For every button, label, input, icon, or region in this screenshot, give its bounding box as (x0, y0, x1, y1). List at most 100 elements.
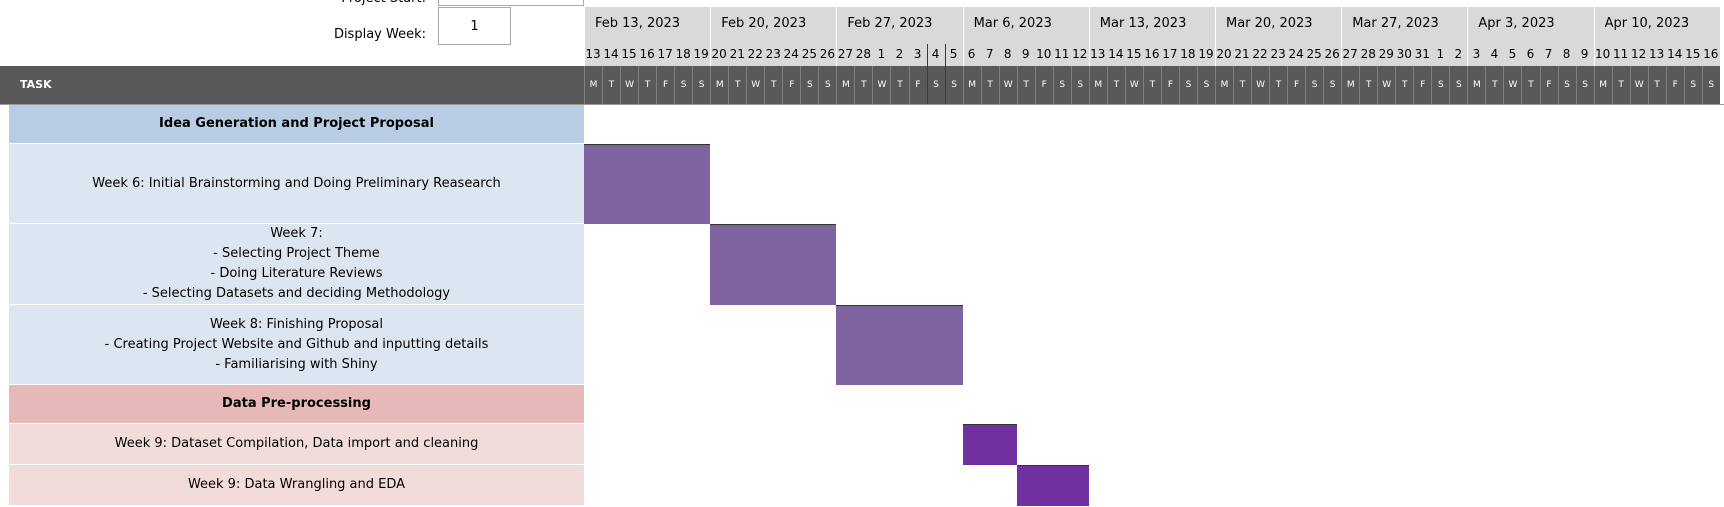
day-number: 3 (913, 47, 922, 61)
day-number: 30 (1396, 47, 1412, 61)
weekday: F (1539, 66, 1558, 105)
day-number: 11 (1612, 47, 1629, 61)
weekday: S (1052, 66, 1071, 105)
day-number: 18 (675, 47, 691, 61)
day-number: 7 (1544, 47, 1553, 61)
weekday: T (638, 66, 657, 105)
weekday: T (980, 66, 999, 105)
day-number: 8 (1003, 47, 1012, 61)
day-number: 27 (1342, 47, 1358, 61)
weekday: T (1016, 66, 1035, 105)
week-header (710, 7, 837, 66)
task-text: Week 6: Initial Brainstorming and Doing … (92, 175, 501, 191)
day-number: 15 (621, 47, 637, 61)
task-bar (584, 144, 711, 224)
day-number: 16 (639, 47, 655, 61)
task-text: Week 8: Finishing Proposal (210, 316, 383, 332)
day-number: 24 (1288, 47, 1304, 61)
task-bar (710, 224, 837, 305)
task-text: Data Pre-processing (222, 396, 371, 411)
weekday: F (782, 66, 801, 105)
weekday: T (1521, 66, 1540, 105)
day-number: 28 (1360, 47, 1376, 61)
day-number: 28 (855, 47, 872, 61)
project-start-label: Project Start: (200, 0, 426, 6)
day-number: 29 (1378, 47, 1394, 61)
weekday: W (1124, 66, 1143, 105)
day-number: 6 (1526, 47, 1535, 61)
day-number: 4 (1490, 47, 1499, 61)
task-row: Week 9: Dataset Compilation, Data import… (9, 424, 584, 465)
week-header (584, 7, 711, 66)
week-label: Feb 13, 2023 (595, 16, 681, 31)
week-header (836, 7, 963, 66)
weekday: S (1557, 66, 1576, 105)
day-number: 10 (1594, 47, 1611, 61)
day-number: 19 (693, 47, 709, 61)
header-rule (0, 104, 1724, 105)
day-number: 15 (1685, 47, 1701, 61)
weekday: S (1431, 66, 1450, 105)
week-label: Mar 27, 2023 (1352, 16, 1439, 31)
weekday: F (1287, 66, 1306, 105)
day-number: 19 (1198, 47, 1214, 61)
weekday: T (1233, 66, 1252, 105)
day-number: 13 (585, 47, 601, 61)
day-number: 26 (1324, 47, 1340, 61)
week-label: Mar 6, 2023 (973, 16, 1052, 31)
weekday: F (1665, 66, 1684, 105)
task-text: Idea Generation and Project Proposal (159, 116, 434, 131)
day-number: 22 (1252, 47, 1268, 61)
weekday: S (1701, 66, 1720, 105)
day-number: 1 (877, 47, 886, 61)
task-header: TASK (0, 66, 584, 105)
week-header (1467, 7, 1594, 66)
day-number: 31 (1414, 47, 1430, 61)
weekday: S (926, 66, 945, 105)
task-text: Week 7: (270, 226, 323, 241)
weekday: W (746, 66, 765, 105)
weekday: S (1305, 66, 1324, 105)
display-week-input[interactable]: 1 (438, 7, 511, 45)
day-number: 9 (1021, 47, 1030, 61)
day-number: 18 (1180, 47, 1196, 61)
week-label: Mar 13, 2023 (1099, 16, 1187, 31)
day-number: 16 (1144, 47, 1160, 61)
weekday: M (1467, 66, 1486, 105)
weekday: W (872, 66, 891, 105)
weekday: T (602, 66, 621, 105)
day-number: 20 (1216, 47, 1232, 61)
project-start-box (438, 0, 584, 6)
day-number: 5 (949, 47, 958, 61)
task-text: - Selecting Datasets and deciding Method… (142, 286, 451, 301)
weekday: M (1593, 66, 1612, 105)
task-text: Week 9: Dataset Compilation, Data import… (114, 436, 479, 451)
day-number: 14 (603, 47, 619, 61)
weekday: W (1503, 66, 1522, 105)
weekday: M (1215, 66, 1234, 105)
day-number: 2 (1454, 47, 1463, 61)
weekday: S (1683, 66, 1702, 105)
weekday: F (908, 66, 927, 105)
week-header (1215, 7, 1342, 66)
weekday: T (1359, 66, 1378, 105)
weekday: T (728, 66, 747, 105)
weekday: T (1647, 66, 1666, 105)
week-label: Feb 27, 2023 (847, 16, 933, 31)
weekday: T (1485, 66, 1504, 105)
weekday: S (818, 66, 837, 105)
task-text: - Selecting Project Theme (213, 246, 380, 261)
day-number: 25 (1306, 47, 1322, 61)
weekday: T (1142, 66, 1161, 105)
weekday: T (1106, 66, 1125, 105)
week-header (962, 7, 1089, 66)
day-number: 11 (1054, 47, 1070, 61)
task-text: - Familiarising with Shiny (215, 356, 378, 372)
day-number: 1 (1436, 47, 1445, 61)
day-number: 14 (1667, 47, 1683, 61)
week-label: Feb 20, 2023 (721, 16, 807, 31)
weekday: S (944, 66, 963, 105)
weekday: S (1196, 66, 1215, 105)
today-line (926, 44, 928, 105)
